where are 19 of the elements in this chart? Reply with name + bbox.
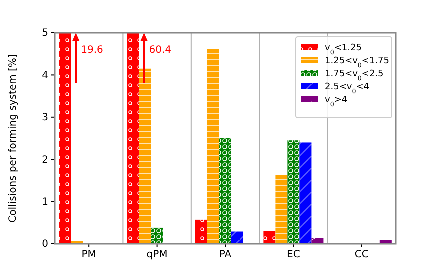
x-tick-label: PA [219,250,232,261]
y-axis-title: Collisions per forming system [%] [8,54,19,223]
x-tick-label: EC [287,250,300,261]
legend-label: 1.25<v$_{0}$<1.75 [325,56,390,69]
y-tick-label: 5 [42,28,48,40]
x-tick-label: CC [354,250,369,261]
y-tick-label: 0 [42,239,48,250]
legend-label: 2.5<v$_{0}$<4 [325,82,370,95]
annotation: 19.6 [81,45,104,56]
legend-label: 1.75<v$_{0}$<2.5 [325,70,384,82]
x-tick-label: PM [82,250,96,261]
annotation: 60.4 [149,45,172,56]
y-tick-label: 2 [42,154,48,166]
legend-label: v$_{0}$>4 [325,96,348,108]
x-tick-label: qPM [146,250,168,261]
y-tick-label: 3 [42,112,48,124]
legend-label: v$_{0}$<1.25 [325,44,362,56]
y-tick-label: 4 [42,70,48,82]
y-tick-label: 1 [42,197,48,208]
